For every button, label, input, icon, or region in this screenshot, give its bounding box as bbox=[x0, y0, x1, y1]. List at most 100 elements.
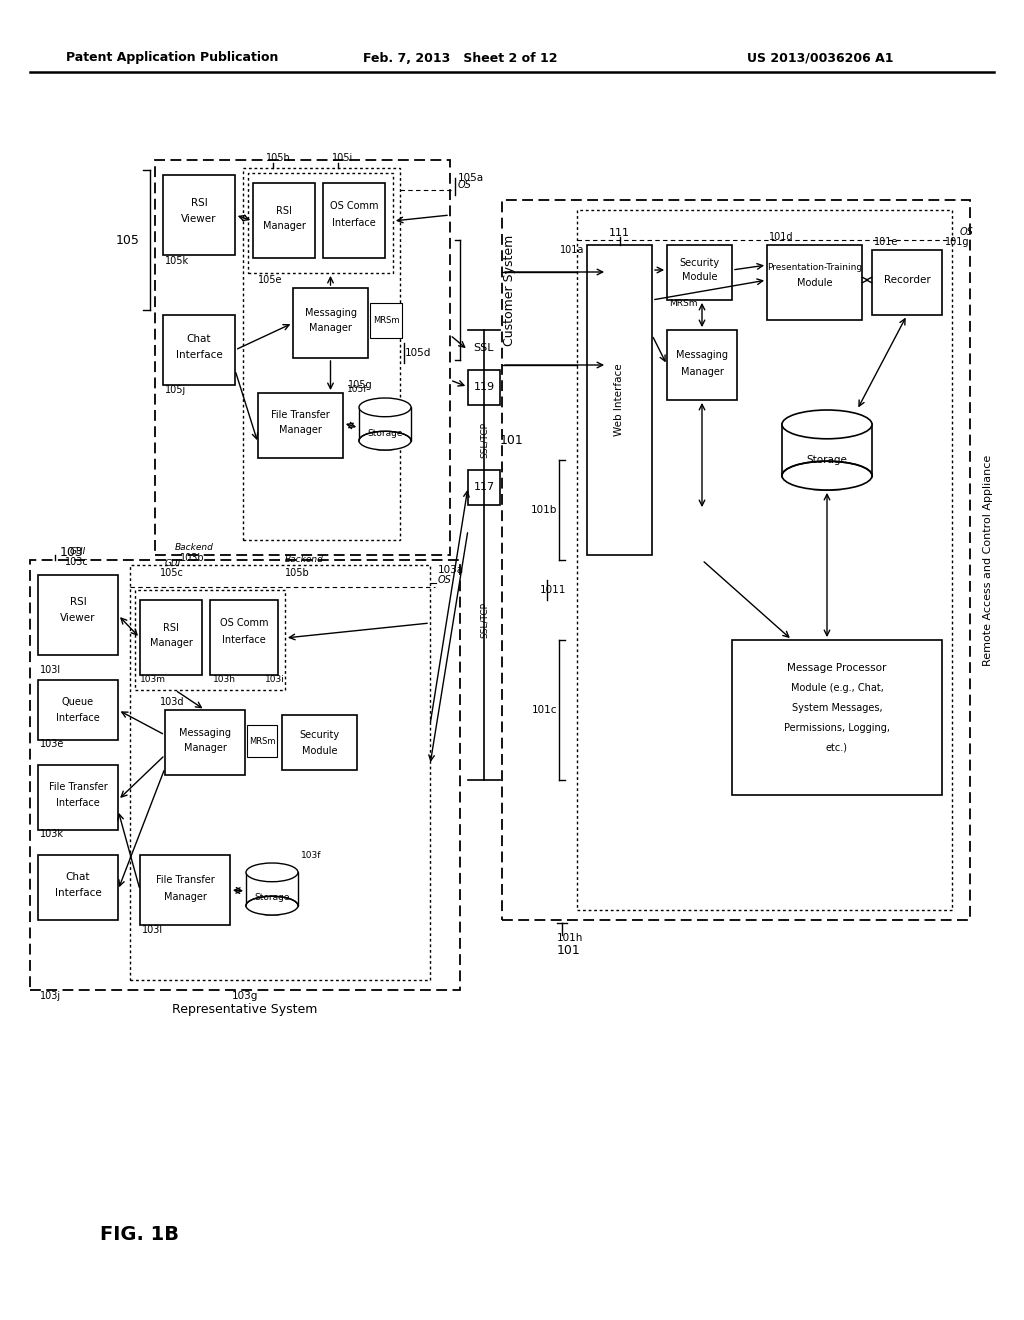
Bar bbox=[140, 601, 202, 675]
Text: Interface: Interface bbox=[54, 888, 101, 898]
Text: 103: 103 bbox=[60, 545, 84, 558]
Text: Manager: Manager bbox=[681, 367, 723, 378]
Bar bbox=[155, 160, 450, 554]
Text: Messaging: Messaging bbox=[304, 308, 356, 318]
Ellipse shape bbox=[246, 896, 298, 915]
Text: File Transfer: File Transfer bbox=[48, 781, 108, 792]
Bar bbox=[243, 168, 400, 540]
Bar bbox=[246, 873, 298, 906]
Text: Web Interface: Web Interface bbox=[614, 364, 625, 437]
Text: Chat: Chat bbox=[66, 873, 90, 882]
Text: 105j: 105j bbox=[165, 385, 186, 395]
Bar bbox=[359, 408, 411, 441]
Bar bbox=[135, 590, 285, 690]
Text: Remote Access and Control Appliance: Remote Access and Control Appliance bbox=[983, 454, 993, 665]
Text: Manager: Manager bbox=[150, 638, 193, 648]
Text: Messaging: Messaging bbox=[179, 729, 231, 738]
Text: Module: Module bbox=[682, 272, 717, 282]
Text: 103b: 103b bbox=[180, 553, 205, 564]
Text: Queue: Queue bbox=[61, 697, 94, 708]
Bar bbox=[468, 370, 500, 405]
Text: 103c: 103c bbox=[65, 557, 89, 568]
Text: 103i: 103i bbox=[265, 676, 285, 685]
Text: 105k: 105k bbox=[165, 256, 189, 267]
Bar bbox=[782, 425, 872, 475]
Text: 101h: 101h bbox=[557, 933, 584, 942]
Text: File Transfer: File Transfer bbox=[156, 875, 214, 884]
Text: Patent Application Publication: Patent Application Publication bbox=[66, 51, 279, 65]
Text: Feb. 7, 2013   Sheet 2 of 12: Feb. 7, 2013 Sheet 2 of 12 bbox=[362, 51, 557, 65]
Text: 101: 101 bbox=[557, 944, 581, 957]
Text: 105f: 105f bbox=[346, 385, 367, 395]
Text: 103l: 103l bbox=[40, 665, 61, 675]
Text: etc.): etc.) bbox=[826, 743, 848, 752]
Text: Manager: Manager bbox=[183, 743, 226, 752]
Bar bbox=[38, 855, 118, 920]
Text: 103f: 103f bbox=[301, 850, 322, 859]
Text: 103m: 103m bbox=[140, 676, 166, 685]
Text: Manager: Manager bbox=[280, 425, 322, 436]
Text: 1011: 1011 bbox=[540, 585, 566, 595]
Bar bbox=[248, 173, 393, 273]
Text: GUI: GUI bbox=[70, 548, 86, 557]
Text: 103a: 103a bbox=[438, 565, 464, 576]
Text: System Messages,: System Messages, bbox=[792, 704, 883, 713]
Text: 105a: 105a bbox=[458, 173, 484, 183]
Text: 101g: 101g bbox=[945, 238, 970, 247]
Text: Interface: Interface bbox=[56, 799, 100, 808]
Text: Message Processor: Message Processor bbox=[787, 663, 887, 673]
Text: 105i: 105i bbox=[333, 153, 353, 162]
Bar bbox=[359, 441, 411, 450]
Text: MRSm: MRSm bbox=[373, 315, 399, 325]
Text: Viewer: Viewer bbox=[60, 612, 96, 623]
Text: OS: OS bbox=[458, 180, 472, 190]
Bar bbox=[732, 640, 942, 795]
Text: Manager: Manager bbox=[262, 220, 305, 231]
Bar bbox=[293, 288, 368, 358]
Text: SSL: SSL bbox=[473, 343, 494, 352]
Text: OS: OS bbox=[961, 227, 974, 238]
Text: Presentation-Training: Presentation-Training bbox=[767, 263, 862, 272]
Bar bbox=[38, 680, 118, 741]
Text: 101b: 101b bbox=[530, 506, 557, 515]
Text: RSI: RSI bbox=[276, 206, 292, 216]
Bar bbox=[246, 906, 298, 915]
Text: Recorder: Recorder bbox=[884, 275, 931, 285]
Text: 105: 105 bbox=[116, 234, 140, 247]
Text: Customer System: Customer System bbox=[504, 235, 516, 346]
Text: RSI: RSI bbox=[190, 198, 208, 209]
Text: Module: Module bbox=[797, 279, 833, 288]
Bar bbox=[577, 210, 952, 909]
Text: Module (e.g., Chat,: Module (e.g., Chat, bbox=[791, 682, 884, 693]
Text: 117: 117 bbox=[473, 482, 495, 492]
Bar bbox=[163, 315, 234, 385]
Text: 103g: 103g bbox=[231, 991, 258, 1001]
Bar bbox=[667, 246, 732, 300]
Text: Security: Security bbox=[299, 730, 340, 741]
Text: Module: Module bbox=[302, 746, 337, 756]
Text: Viewer: Viewer bbox=[181, 214, 217, 224]
Text: Interface: Interface bbox=[222, 635, 266, 645]
Text: Backend: Backend bbox=[285, 556, 324, 565]
Text: 101e: 101e bbox=[874, 238, 898, 247]
Text: 105b: 105b bbox=[285, 568, 309, 578]
Bar bbox=[468, 470, 500, 506]
Text: MRSm: MRSm bbox=[669, 300, 697, 309]
Bar bbox=[163, 176, 234, 255]
Text: 119: 119 bbox=[473, 381, 495, 392]
Bar bbox=[30, 560, 460, 990]
Bar bbox=[323, 183, 385, 257]
Text: Storage: Storage bbox=[368, 429, 402, 437]
Text: Interface: Interface bbox=[176, 350, 222, 360]
Text: 103l: 103l bbox=[142, 925, 163, 935]
Text: Storage: Storage bbox=[807, 455, 848, 465]
Text: File Transfer: File Transfer bbox=[271, 411, 330, 420]
Text: Backend: Backend bbox=[175, 544, 214, 553]
Text: 101d: 101d bbox=[769, 232, 794, 242]
Bar bbox=[502, 201, 970, 920]
Text: US 2013/0036206 A1: US 2013/0036206 A1 bbox=[746, 51, 893, 65]
Text: MRSm: MRSm bbox=[249, 737, 275, 746]
Text: 103k: 103k bbox=[40, 829, 63, 840]
Text: RSI: RSI bbox=[163, 623, 179, 634]
Text: 105h: 105h bbox=[265, 153, 291, 162]
